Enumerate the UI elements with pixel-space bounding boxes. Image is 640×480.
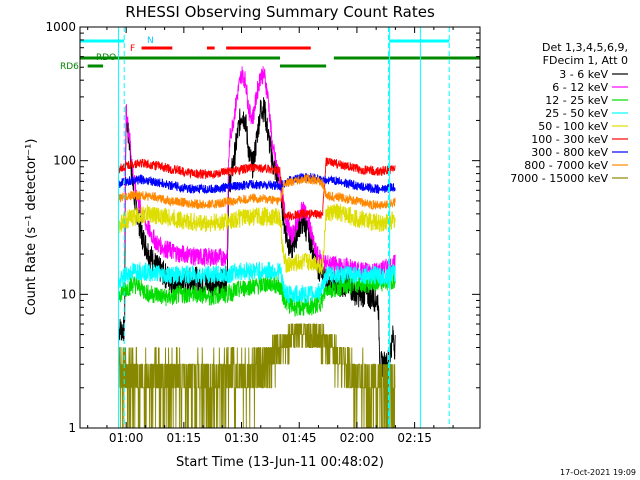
flag-label-n: N <box>147 36 154 46</box>
footer-timestamp: 17-Oct-2021 19:09 <box>560 468 636 477</box>
x-tick-label: 01:45 <box>282 431 317 445</box>
series-line <box>124 66 396 281</box>
y-tick-label: 100 <box>53 154 76 168</box>
x-tick-label: 02:00 <box>340 431 375 445</box>
legend-label: 12 - 25 keV <box>545 94 608 107</box>
series-line <box>118 271 396 317</box>
legend-label: 300 - 800 keV <box>531 146 608 159</box>
legend-header-line: FDecim 1, Att 0 <box>543 54 628 67</box>
x-tick-label: 01:00 <box>109 431 144 445</box>
series-line <box>118 157 396 221</box>
series-line <box>118 172 396 195</box>
legend-label: 25 - 50 keV <box>545 107 608 120</box>
flag-label-f: F <box>130 44 135 54</box>
y-tick-label: 10 <box>61 287 76 301</box>
series-line <box>118 261 396 304</box>
x-tick-label: 01:30 <box>224 431 259 445</box>
legend-label: 50 - 100 keV <box>538 120 608 133</box>
flag-label-ecl: RD6 <box>60 62 79 72</box>
legend-label: 3 - 6 keV <box>559 68 608 81</box>
x-tick-label: 02:15 <box>397 431 432 445</box>
series-line <box>118 97 396 378</box>
legend-header-line: Det 1,3,4,5,6,9, <box>542 41 628 54</box>
chart-title: RHESSI Observing Summary Count Rates <box>125 3 435 21</box>
series-line <box>118 174 396 210</box>
legend-label: 800 - 7000 keV <box>524 159 608 172</box>
legend-label: 100 - 300 keV <box>531 133 608 146</box>
plot-area: N F RDO RD6 <box>60 27 480 429</box>
axis-ticks: 01:00 01:15 01:30 01:45 02:00 02:15 1 10 100 1000 <box>45 20 480 445</box>
legend-label: 6 - 12 keV <box>552 81 608 94</box>
y-tick-label: 1 <box>68 421 76 435</box>
series-line <box>118 323 396 429</box>
legend-label: 7000 - 15000 keV <box>510 172 608 185</box>
y-tick-label: 1000 <box>45 20 76 34</box>
x-axis-label: Start Time (13-Jun-11 00:48:02) <box>176 455 384 470</box>
x-tick-label: 01:15 <box>167 431 202 445</box>
y-axis-label: Count Rate (s⁻¹ detector⁻¹) <box>24 139 39 316</box>
series-line <box>118 203 396 275</box>
legend: Det 1,3,4,5,6,9,FDecim 1, Att 03 - 6 keV… <box>510 41 628 185</box>
flag-label-saa: RDO <box>96 53 116 63</box>
